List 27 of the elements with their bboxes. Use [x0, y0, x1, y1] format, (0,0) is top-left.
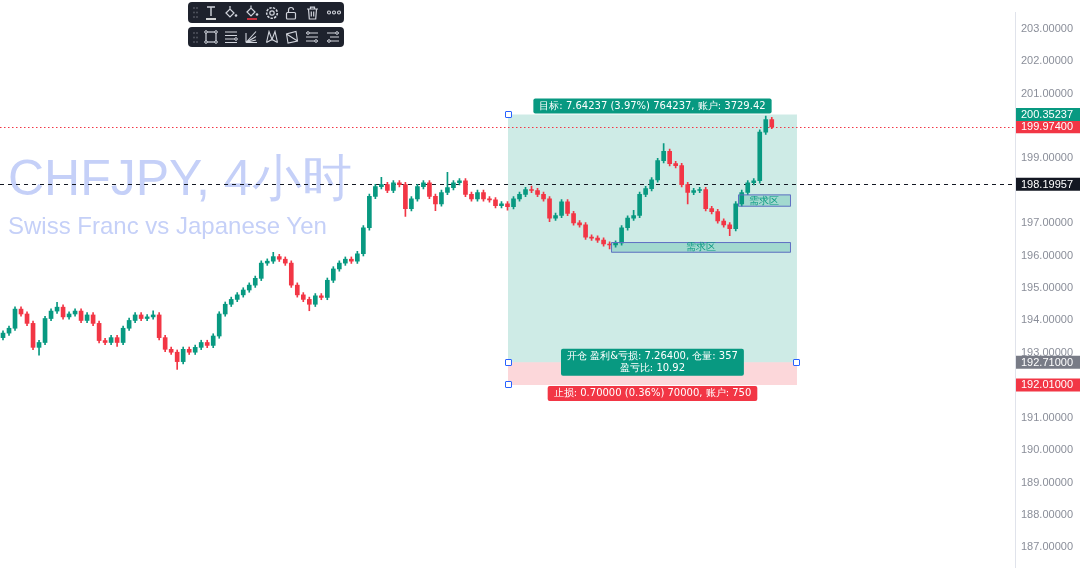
y-tick-label: 194.00000 [1021, 313, 1073, 326]
y-tick-label: 196.00000 [1021, 248, 1073, 261]
band-label: 需求区 [686, 241, 717, 253]
y-tick-label: 195.00000 [1021, 281, 1073, 294]
y-tick-label: 187.00000 [1021, 540, 1073, 553]
y-tick-label: 190.00000 [1021, 443, 1073, 456]
y-tick-label: 188.00000 [1021, 507, 1073, 520]
y-tick-label: 197.00000 [1021, 216, 1073, 229]
ref-line-label: 199.97400 [1021, 120, 1073, 133]
y-tick-label: 203.00000 [1021, 21, 1073, 34]
candlestick [318, 293, 324, 301]
text: 192.01000 [1021, 378, 1073, 391]
y-tick-label: 193.00000 [1021, 345, 1073, 358]
band-label: 止损: 0.70000 (0.36%) 70000, 账户: 750 [553, 387, 752, 399]
y-tick-label: 199.00000 [1021, 151, 1073, 164]
annotation: 开仓 盈利&亏损: 7.26400, 仓量: 357 盈亏比: 10.92 [567, 349, 738, 373]
band-label: 需求区 [749, 194, 780, 206]
y-tick-label: 202.00000 [1021, 54, 1073, 67]
ref-line-label: 198.19957 [1021, 177, 1073, 190]
text: CHFJPY, 4小时 [8, 150, 352, 206]
y-tick-label: 201.00000 [1021, 86, 1073, 99]
text: 192.71000 [1021, 355, 1073, 368]
y-tick-label: 189.00000 [1021, 475, 1073, 488]
y-tick-label: 191.00000 [1021, 410, 1073, 423]
text: 200.35237 [1021, 108, 1073, 121]
text: Swiss Franc vs Japanese Yen [8, 212, 327, 240]
band-label: 目标: 7.64237 (3.97%) 764237, 账户: 3729.42 [539, 99, 766, 111]
